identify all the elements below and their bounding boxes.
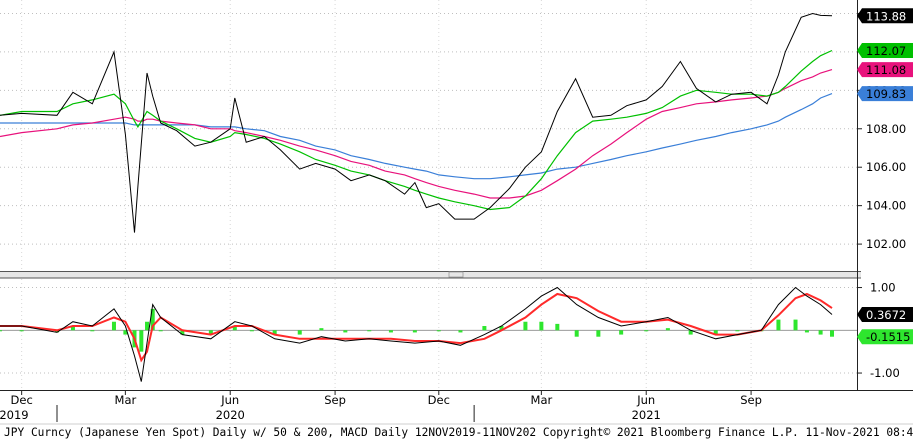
x-tick-label: Mar: [115, 393, 137, 407]
histogram-bar: [793, 319, 798, 331]
histogram-bar: [818, 330, 823, 335]
x-tick-label: Jun: [636, 393, 655, 407]
gridlines: [0, 0, 857, 388]
histogram-bar: [19, 330, 24, 332]
macd-line: [0, 286, 833, 382]
histogram-bar: [123, 330, 128, 335]
last-value-label: 111.08: [866, 63, 906, 77]
divider-handle: [448, 271, 464, 278]
histogram-bar: [90, 330, 95, 332]
histogram-bar: [713, 330, 718, 335]
histogram-bar: [180, 330, 185, 335]
histogram-bar: [574, 330, 579, 337]
histogram-bar: [436, 330, 441, 332]
histogram-bar: [523, 321, 528, 331]
x-tick-label: Jun: [220, 393, 239, 407]
histogram-bar: [555, 323, 560, 331]
histogram-bar: [272, 330, 277, 335]
last-value-label: 112.07: [866, 44, 906, 58]
histogram-bar: [145, 321, 150, 331]
histogram-bar: [619, 330, 624, 335]
histogram-bar: [539, 321, 544, 331]
last-value-label: -0.1515: [866, 330, 910, 344]
histogram-bar: [208, 330, 213, 335]
histogram-bar: [70, 326, 75, 331]
histogram-bar: [458, 330, 463, 333]
histogram-bar: [158, 330, 163, 332]
histogram-bar: [412, 330, 417, 333]
histogram-bar: [735, 330, 740, 332]
ma_long-line: [0, 93, 833, 180]
last-value-tag: [857, 329, 913, 345]
y-tick-label: -1.00: [870, 366, 900, 380]
histogram-bar: [111, 321, 116, 331]
histogram-bar: [297, 330, 302, 335]
histogram-bar: [150, 308, 155, 331]
y-tick-label: 104.00: [866, 199, 906, 213]
histogram-bar: [249, 330, 254, 332]
x-tick-label: Dec: [428, 393, 450, 407]
x-tick-label: Sep: [324, 393, 346, 407]
x-tick-label: Sep: [740, 393, 762, 407]
y-tick-label: 108.00: [866, 122, 906, 136]
histogram-bar: [319, 328, 324, 331]
histogram-bar: [499, 326, 504, 331]
last-value-tag: [857, 86, 913, 102]
year-label: 2019: [0, 408, 29, 422]
histogram-bar: [54, 330, 59, 333]
price-line: [0, 12, 833, 233]
histogram-bar: [139, 330, 144, 352]
y-tick-label: 106.00: [866, 160, 906, 174]
last-value-tag: [857, 43, 913, 59]
last-value-tag: [857, 62, 913, 78]
histogram-bar: [665, 328, 670, 331]
histogram-bar: [482, 326, 487, 331]
year-label: 2021: [632, 408, 661, 422]
last-value-tag: [857, 306, 913, 322]
year-label: 2020: [216, 408, 245, 422]
y-tick-label: 1.00: [870, 281, 896, 295]
histogram-bar: [644, 330, 649, 332]
histogram-bar: [0, 330, 2, 332]
last-value-tag: [857, 8, 913, 24]
histogram-bar: [232, 326, 237, 331]
signal-line: [0, 292, 833, 363]
panel-divider: [0, 271, 861, 278]
x-tick-label: Dec: [11, 393, 33, 407]
histogram-bar: [343, 330, 348, 333]
y-tick-label: 102.00: [866, 237, 906, 251]
last-value-label: 0.3672: [866, 308, 906, 322]
last-value-label: 113.88: [866, 9, 906, 23]
histogram-bar: [776, 319, 781, 331]
x-axis: Dec Mar Jun Sep Dec Mar Jun Sep 2019 2020 2021: [0, 390, 762, 422]
histogram-bar: [688, 330, 693, 335]
histogram-bar: [804, 330, 809, 333]
histogram-bar: [596, 330, 601, 337]
last-value-label: 109.83: [866, 87, 906, 101]
frame: [0, 0, 913, 425]
histogram-bar: [388, 330, 393, 333]
histogram-bar: [830, 330, 834, 337]
x-tick-label: Mar: [531, 393, 553, 407]
histogram-bar: [367, 330, 372, 332]
last-value-tags: 113.88 112.07 111.08 109.83 0.3672 -0.1515: [857, 8, 913, 345]
chart-caption: JPY Curncy (Japanese Yen Spot) Daily w/ …: [4, 426, 913, 439]
series-layer: [0, 12, 857, 382]
